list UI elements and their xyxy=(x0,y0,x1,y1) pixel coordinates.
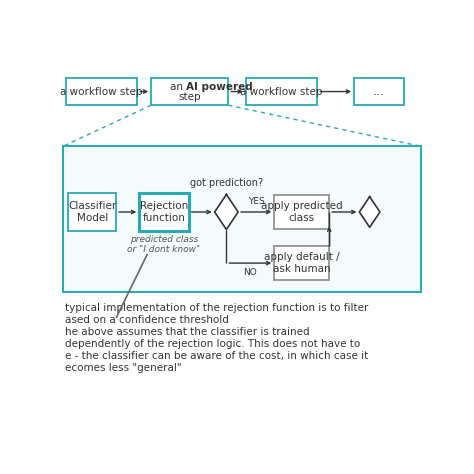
Bar xyxy=(68,193,116,231)
Bar xyxy=(151,78,228,105)
Bar xyxy=(274,195,329,229)
Text: ...: ... xyxy=(373,85,385,98)
Bar xyxy=(246,78,317,105)
Text: apply predicted
class: apply predicted class xyxy=(261,201,343,223)
Bar xyxy=(66,78,137,105)
Text: predicted class
or "I dont know": predicted class or "I dont know" xyxy=(128,235,201,254)
Text: step: step xyxy=(178,92,201,102)
Bar xyxy=(354,78,404,105)
Text: YES: YES xyxy=(248,197,264,206)
Text: ased on a confidence threshold: ased on a confidence threshold xyxy=(65,315,228,325)
Text: got prediction?: got prediction? xyxy=(190,178,263,188)
Bar xyxy=(274,246,329,281)
Text: an: an xyxy=(170,82,186,92)
Text: a workflow step: a workflow step xyxy=(240,87,323,97)
Bar xyxy=(63,146,421,292)
Text: dependently of the rejection logic. This does not have to: dependently of the rejection logic. This… xyxy=(65,339,360,349)
Text: e - the classifier can be aware of the cost, in which case it: e - the classifier can be aware of the c… xyxy=(65,351,368,361)
Text: AI powered: AI powered xyxy=(186,82,253,92)
Text: apply default /
ask human: apply default / ask human xyxy=(264,252,339,274)
Polygon shape xyxy=(359,197,380,228)
Text: Rejection
function: Rejection function xyxy=(140,201,188,223)
Text: Classifier
Model: Classifier Model xyxy=(68,201,117,223)
Text: he above assumes that the classifier is trained: he above assumes that the classifier is … xyxy=(65,328,310,337)
Text: NO: NO xyxy=(243,268,257,277)
Text: a workflow step: a workflow step xyxy=(60,87,143,97)
Polygon shape xyxy=(215,194,238,229)
Text: ecomes less "general": ecomes less "general" xyxy=(65,364,182,374)
Text: typical implementation of the rejection function is to filter: typical implementation of the rejection … xyxy=(65,303,368,313)
Bar xyxy=(139,193,189,231)
